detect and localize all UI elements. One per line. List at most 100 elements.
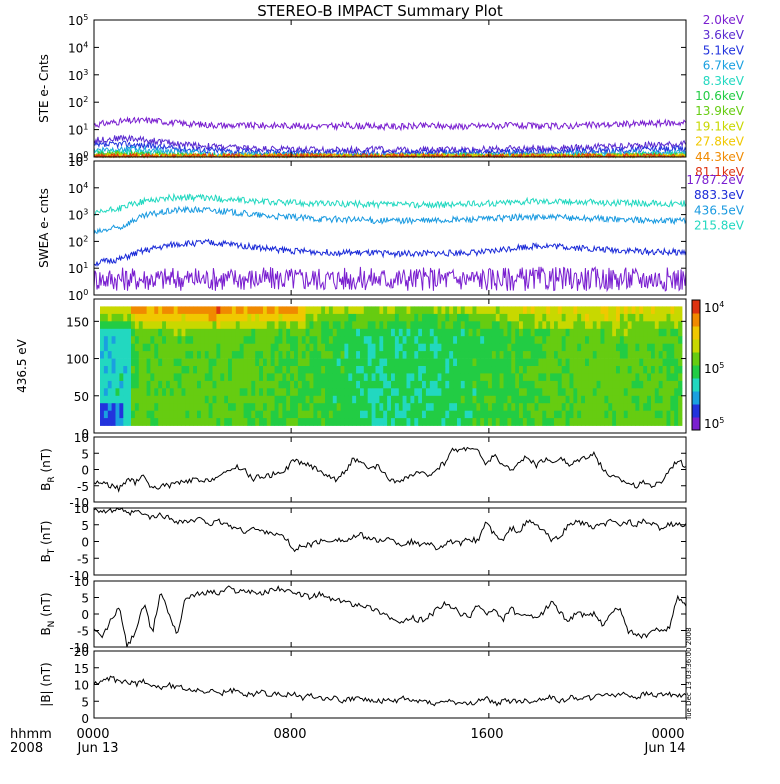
heatmap-cell <box>332 336 338 344</box>
heatmap-cell <box>356 358 361 367</box>
heatmap-cell <box>526 321 532 330</box>
heatmap-cell <box>604 328 609 337</box>
heatmap-cell <box>670 418 675 426</box>
heatmap-cell <box>204 403 210 411</box>
heatmap-cell <box>464 358 469 367</box>
heatmap-cell <box>282 410 287 419</box>
heatmap-cell <box>488 388 493 397</box>
heatmap-cell <box>204 410 210 419</box>
heatmap-cell <box>623 343 629 352</box>
heatmap-cell <box>158 328 163 337</box>
heatmap-cell <box>402 358 407 367</box>
heatmap-cell <box>379 306 384 315</box>
heatmap-cell <box>142 403 147 411</box>
heatmap-cell <box>569 313 574 322</box>
heatmap-cell <box>600 321 605 330</box>
heatmap-cells <box>100 306 683 426</box>
heatmap-cell <box>538 373 543 382</box>
heatmap-cell <box>212 395 217 404</box>
heatmap-cell <box>119 328 124 337</box>
heatmap-cell <box>263 313 268 322</box>
heatmap-cell <box>480 358 485 367</box>
heatmap-cell <box>367 328 372 337</box>
heatmap-cell <box>604 403 609 411</box>
heatmap-cell <box>472 351 477 359</box>
heatmap-cell <box>352 388 357 397</box>
heatmap-cell <box>433 403 438 411</box>
heatmap-cell <box>255 321 260 330</box>
heatmap-cell <box>654 306 660 315</box>
heatmap-cell <box>647 313 652 322</box>
heatmap-cell <box>150 343 155 352</box>
heatmap-cell <box>274 418 279 426</box>
hhmm-label: hhmm <box>10 727 52 742</box>
heatmap-cell <box>433 351 438 359</box>
heatmap-cell <box>530 395 535 404</box>
heatmap-cell <box>317 366 322 374</box>
heatmap-cell <box>228 388 233 397</box>
heatmap-cell <box>499 403 504 411</box>
heatmap-cell <box>158 321 163 330</box>
heatmap-cell <box>158 313 163 322</box>
heatmap-cell <box>344 358 349 367</box>
heatmap-cell <box>138 410 144 419</box>
heatmap-cell <box>332 306 338 315</box>
heatmap-cell <box>325 373 330 382</box>
heatmap-cell <box>270 321 275 330</box>
heatmap-cell <box>375 321 380 330</box>
heatmap-cell <box>123 418 128 426</box>
heatmap-cell <box>437 403 442 411</box>
heatmap-cell <box>344 351 349 359</box>
heatmap-cell <box>115 373 120 382</box>
heatmap-cell <box>561 388 566 397</box>
heatmap-cell <box>394 328 400 337</box>
heatmap-cell <box>662 403 667 411</box>
heatmap-cell <box>538 336 543 344</box>
heatmap-cell <box>212 306 217 315</box>
heatmap-cell <box>585 395 590 404</box>
heatmap-cell <box>519 380 524 389</box>
heatmap-cell <box>534 395 539 404</box>
heatmap-cell <box>290 410 295 419</box>
heatmap-cell <box>123 351 128 359</box>
heatmap-cell <box>581 380 586 389</box>
heatmap-cell <box>414 380 419 389</box>
heatmap-cell <box>550 321 555 330</box>
heatmap-cell <box>328 388 334 397</box>
heatmap-cell <box>453 321 458 330</box>
heatmap-cell <box>286 388 291 397</box>
heatmap-cell <box>228 366 233 374</box>
heatmap-cell <box>150 395 155 404</box>
heatmap-cell <box>278 351 283 359</box>
heatmap-cell <box>387 418 392 426</box>
heatmap-cell <box>208 410 213 419</box>
heatmap-cell <box>495 306 501 315</box>
heatmap-cell <box>127 380 132 389</box>
heatmap-cell <box>119 403 124 411</box>
heatmap-cell <box>480 403 485 411</box>
heatmap-cell <box>247 395 252 404</box>
heatmap-cell <box>340 395 345 404</box>
heatmap-cell <box>123 366 128 374</box>
heatmap-cell <box>235 351 241 359</box>
heatmap-cell <box>468 351 473 359</box>
heatmap-cell <box>394 380 400 389</box>
heatmap-cell <box>643 410 648 419</box>
heatmap-cell <box>270 358 275 367</box>
heatmap-cell <box>294 306 299 315</box>
heatmap-cell <box>383 343 388 352</box>
heatmap-cell <box>503 380 508 389</box>
y-tick-label: 104 <box>68 181 88 196</box>
heatmap-cell <box>577 313 582 322</box>
heatmap-cell <box>596 358 601 367</box>
heatmap-cell <box>123 380 128 389</box>
heatmap-cell <box>437 395 442 404</box>
heatmap-cell <box>348 328 353 337</box>
heatmap-cell <box>348 373 353 382</box>
heatmap-cell <box>511 328 516 337</box>
heatmap-cell <box>266 395 272 404</box>
y-tick-label: 15 <box>74 662 89 676</box>
y-tick-label: 10 <box>74 431 89 445</box>
heatmap-cell <box>352 343 357 352</box>
timestamp-label: Tue Dec 13 03:36:00 2008 <box>685 627 693 721</box>
